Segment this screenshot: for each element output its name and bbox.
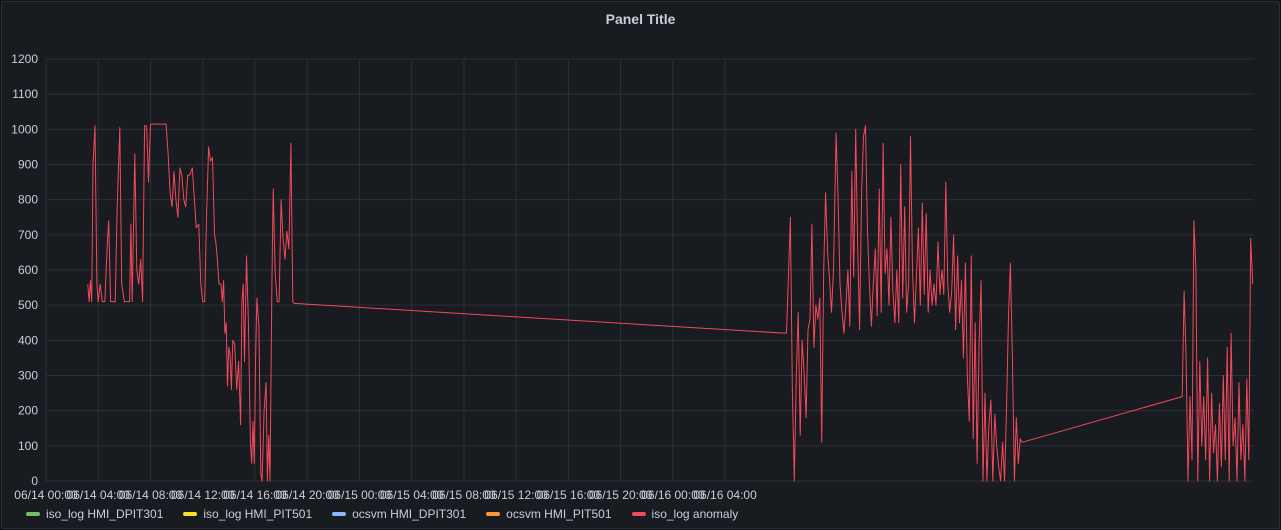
legend-swatch-icon (26, 512, 40, 516)
y-tick-label: 300 (18, 369, 38, 383)
x-tick-label: 06/15 20:00 (589, 488, 653, 502)
x-tick-label: 06/16 00:00 (641, 488, 705, 502)
y-tick-label: 900 (18, 158, 38, 172)
x-tick-label: 06/14 04:00 (67, 488, 131, 502)
legend-item-iso-log-dpit301[interactable]: iso_log HMI_DPIT301 (26, 507, 163, 521)
x-tick-label: 06/16 04:00 (693, 488, 757, 502)
x-tick-label: 06/15 00:00 (328, 488, 392, 502)
legend-swatch-icon (486, 512, 501, 516)
x-tick-label: 06/15 04:00 (380, 488, 444, 502)
y-tick-label: 1200 (11, 52, 38, 66)
x-tick-label: 06/14 08:00 (119, 488, 183, 502)
x-tick-label: 06/15 12:00 (484, 488, 548, 502)
legend-swatch-icon (332, 512, 347, 516)
y-tick-label: 500 (18, 298, 38, 312)
legend-label: iso_log HMI_PIT501 (203, 507, 313, 521)
legend-swatch-icon (183, 512, 198, 516)
legend-label: ocsvm HMI_DPIT301 (352, 507, 467, 521)
x-tick-label: 06/14 16:00 (223, 488, 287, 502)
panel-title[interactable]: Panel Title (605, 11, 676, 27)
y-tick-label: 700 (18, 228, 38, 242)
y-tick-label: 800 (18, 193, 38, 207)
y-tick-label: 600 (18, 263, 38, 277)
y-tick-label: 0 (31, 474, 38, 488)
legend-item-ocsvm-dpit301[interactable]: ocsvm HMI_DPIT301 (332, 507, 466, 521)
y-tick-label: 100 (18, 439, 38, 453)
legend-item-ocsvm-pit501[interactable]: ocsvm HMI_PIT501 (486, 507, 612, 521)
y-tick-label: 200 (18, 404, 38, 418)
y-tick-label: 1100 (12, 87, 38, 101)
x-tick-label: 06/14 20:00 (275, 488, 339, 502)
x-tick-label: 06/15 08:00 (432, 488, 496, 502)
x-tick-label: 06/15 16:00 (537, 488, 601, 502)
x-tick-label: 06/14 12:00 (171, 488, 235, 502)
legend-label: iso_log HMI_DPIT301 (46, 507, 164, 521)
legend: iso_log HMI_DPIT301 iso_log HMI_PIT501 o… (26, 507, 758, 521)
x-tick-label: 06/14 00:00 (14, 488, 78, 502)
y-tick-label: 1000 (11, 122, 38, 136)
legend-item-iso-log-anomaly[interactable]: iso_log anomaly (631, 507, 739, 521)
legend-label: iso_log anomaly (651, 507, 739, 521)
series-line-iso_log-anomaly[interactable] (87, 123, 1254, 482)
legend-swatch-icon (631, 512, 646, 516)
legend-item-iso-log-pit501[interactable]: iso_log HMI_PIT501 (183, 507, 312, 521)
y-tick-label: 400 (18, 333, 38, 347)
legend-label: ocsvm HMI_PIT501 (506, 507, 612, 521)
